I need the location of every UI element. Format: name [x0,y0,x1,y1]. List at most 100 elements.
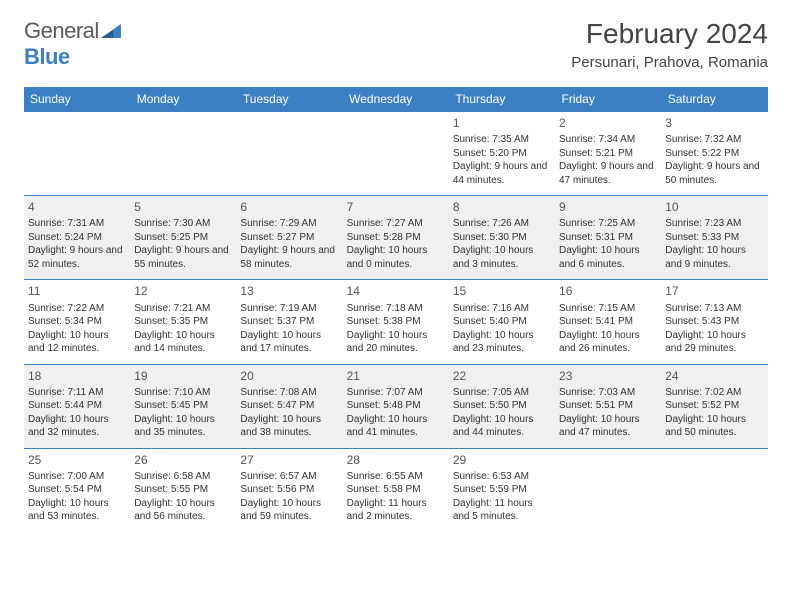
calendar-cell: 16Sunrise: 7:15 AMSunset: 5:41 PMDayligh… [555,280,661,364]
sunset-text: Sunset: 5:51 PM [559,399,657,413]
daylight-text: Daylight: 9 hours and 50 minutes. [665,160,763,187]
calendar-cell [24,112,130,196]
sunrise-text: Sunrise: 6:57 AM [240,470,338,484]
calendar-cell: 29Sunrise: 6:53 AMSunset: 5:59 PMDayligh… [449,448,555,532]
daylight-text: Daylight: 10 hours and 9 minutes. [665,244,763,271]
sunset-text: Sunset: 5:35 PM [134,315,232,329]
day-number: 9 [559,199,657,215]
day-number: 27 [240,452,338,468]
daylight-text: Daylight: 9 hours and 44 minutes. [453,160,551,187]
sunrise-text: Sunrise: 6:58 AM [134,470,232,484]
daylight-text: Daylight: 10 hours and 3 minutes. [453,244,551,271]
daylight-text: Daylight: 10 hours and 14 minutes. [134,329,232,356]
sunrise-text: Sunrise: 7:26 AM [453,217,551,231]
daylight-text: Daylight: 10 hours and 0 minutes. [347,244,445,271]
day-number: 17 [665,283,763,299]
daylight-text: Daylight: 10 hours and 20 minutes. [347,329,445,356]
sunset-text: Sunset: 5:28 PM [347,231,445,245]
calendar-cell: 7Sunrise: 7:27 AMSunset: 5:28 PMDaylight… [343,196,449,280]
sunrise-text: Sunrise: 7:19 AM [240,302,338,316]
calendar-cell: 18Sunrise: 7:11 AMSunset: 5:44 PMDayligh… [24,364,130,448]
calendar-week-row: 18Sunrise: 7:11 AMSunset: 5:44 PMDayligh… [24,364,768,448]
calendar-week-row: 25Sunrise: 7:00 AMSunset: 5:54 PMDayligh… [24,448,768,532]
sunset-text: Sunset: 5:27 PM [240,231,338,245]
calendar-cell: 11Sunrise: 7:22 AMSunset: 5:34 PMDayligh… [24,280,130,364]
sunset-text: Sunset: 5:52 PM [665,399,763,413]
logo-mark [101,22,121,38]
calendar-cell [343,112,449,196]
sunset-text: Sunset: 5:34 PM [28,315,126,329]
sunrise-text: Sunrise: 7:31 AM [28,217,126,231]
calendar-cell: 19Sunrise: 7:10 AMSunset: 5:45 PMDayligh… [130,364,236,448]
sunset-text: Sunset: 5:20 PM [453,147,551,161]
calendar-cell: 24Sunrise: 7:02 AMSunset: 5:52 PMDayligh… [661,364,767,448]
col-tuesday: Tuesday [236,87,342,112]
calendar-cell [236,112,342,196]
day-number: 2 [559,115,657,131]
sunset-text: Sunset: 5:56 PM [240,483,338,497]
calendar-cell [661,448,767,532]
daylight-text: Daylight: 11 hours and 2 minutes. [347,497,445,524]
day-number: 13 [240,283,338,299]
day-number: 23 [559,368,657,384]
calendar-cell: 17Sunrise: 7:13 AMSunset: 5:43 PMDayligh… [661,280,767,364]
sunset-text: Sunset: 5:45 PM [134,399,232,413]
calendar-week-row: 1Sunrise: 7:35 AMSunset: 5:20 PMDaylight… [24,112,768,196]
sunset-text: Sunset: 5:47 PM [240,399,338,413]
sunrise-text: Sunrise: 7:27 AM [347,217,445,231]
calendar-week-row: 4 Sunrise: 7:31 AMSunset: 5:24 PM Daylight… [24,196,768,280]
sunset-text: Sunset: 5:37 PM [240,315,338,329]
sunrise-text: Sunrise: 7:35 AM [453,133,551,147]
sunrise-text: Sunrise: 7:30 AM [134,217,232,231]
sunset-text: Sunset: 5:44 PM [28,399,126,413]
day-number: 6 [240,199,338,215]
day-number: 22 [453,368,551,384]
calendar-cell: 9Sunrise: 7:25 AMSunset: 5:31 PMDaylight… [555,196,661,280]
calendar-cell: 28Sunrise: 6:55 AMSunset: 5:58 PMDayligh… [343,448,449,532]
calendar-cell: 27 Sunrise: 6:57 AMSunset: 5:56 PMDayligh… [236,448,342,532]
day-number: 24 [665,368,763,384]
sunrise-text: Sunrise: 7:16 AM [453,302,551,316]
sunrise-text: Sunrise: 7:21 AM [134,302,232,316]
sunrise-text: Sunrise: 7:13 AM [665,302,763,316]
day-number: 25 [28,452,126,468]
page-title: February 2024 [571,18,768,50]
day-number: 14 [347,283,445,299]
sunset-text: Sunset: 5:22 PM [665,147,763,161]
col-thursday: Thursday [449,87,555,112]
calendar-cell: 12Sunrise: 7:21 AMSunset: 5:35 PMDayligh… [130,280,236,364]
day-number: 4 [28,199,126,215]
sunrise-text: Sunrise: 7:02 AM [665,386,763,400]
sunrise-text: Sunrise: 7:29 AM [240,217,338,231]
calendar-cell: 6Sunrise: 7:29 AMSunset: 5:27 PMDaylight… [236,196,342,280]
sunrise-text: Sunrise: 7:18 AM [347,302,445,316]
sunset-text: Sunset: 5:24 PM [28,231,126,245]
calendar-table: Sunday Monday Tuesday Wednesday Thursday… [24,87,768,532]
daylight-text: Daylight: 10 hours and 35 minutes. [134,413,232,440]
sunset-text: Sunset: 5:21 PM [559,147,657,161]
day-number: 8 [453,199,551,215]
calendar-cell: 20Sunrise: 7:08 AMSunset: 5:47 PMDayligh… [236,364,342,448]
sunrise-text: Sunrise: 7:22 AM [28,302,126,316]
logo-text: General Blue [24,18,122,70]
sunset-text: Sunset: 5:41 PM [559,315,657,329]
col-sunday: Sunday [24,87,130,112]
day-number: 1 [453,115,551,131]
sunrise-text: Sunrise: 7:07 AM [347,386,445,400]
calendar-cell: 23Sunrise: 7:03 AMSunset: 5:51 PMDayligh… [555,364,661,448]
sunset-text: Sunset: 5:50 PM [453,399,551,413]
logo: General Blue [24,18,122,70]
day-number: 15 [453,283,551,299]
calendar-header-row: Sunday Monday Tuesday Wednesday Thursday… [24,87,768,112]
logo-text-a: General [24,18,99,43]
daylight-text: Daylight: 9 hours and 55 minutes. [134,244,232,271]
daylight-text: Daylight: 11 hours and 5 minutes. [453,497,551,524]
sunrise-text: Sunrise: 7:25 AM [559,217,657,231]
sunset-text: Sunset: 5:25 PM [134,231,232,245]
sunrise-text: Sunrise: 7:11 AM [28,386,126,400]
calendar-cell: 4Sunrise: 7:31 AMSunset: 5:24 PMDaylight… [24,196,130,280]
daylight-text: Daylight: 10 hours and 59 minutes. [240,497,338,524]
calendar-week-row: 11Sunrise: 7:22 AMSunset: 5:34 PMDayligh… [24,280,768,364]
sunrise-text: Sunrise: 7:05 AM [453,386,551,400]
col-saturday: Saturday [661,87,767,112]
